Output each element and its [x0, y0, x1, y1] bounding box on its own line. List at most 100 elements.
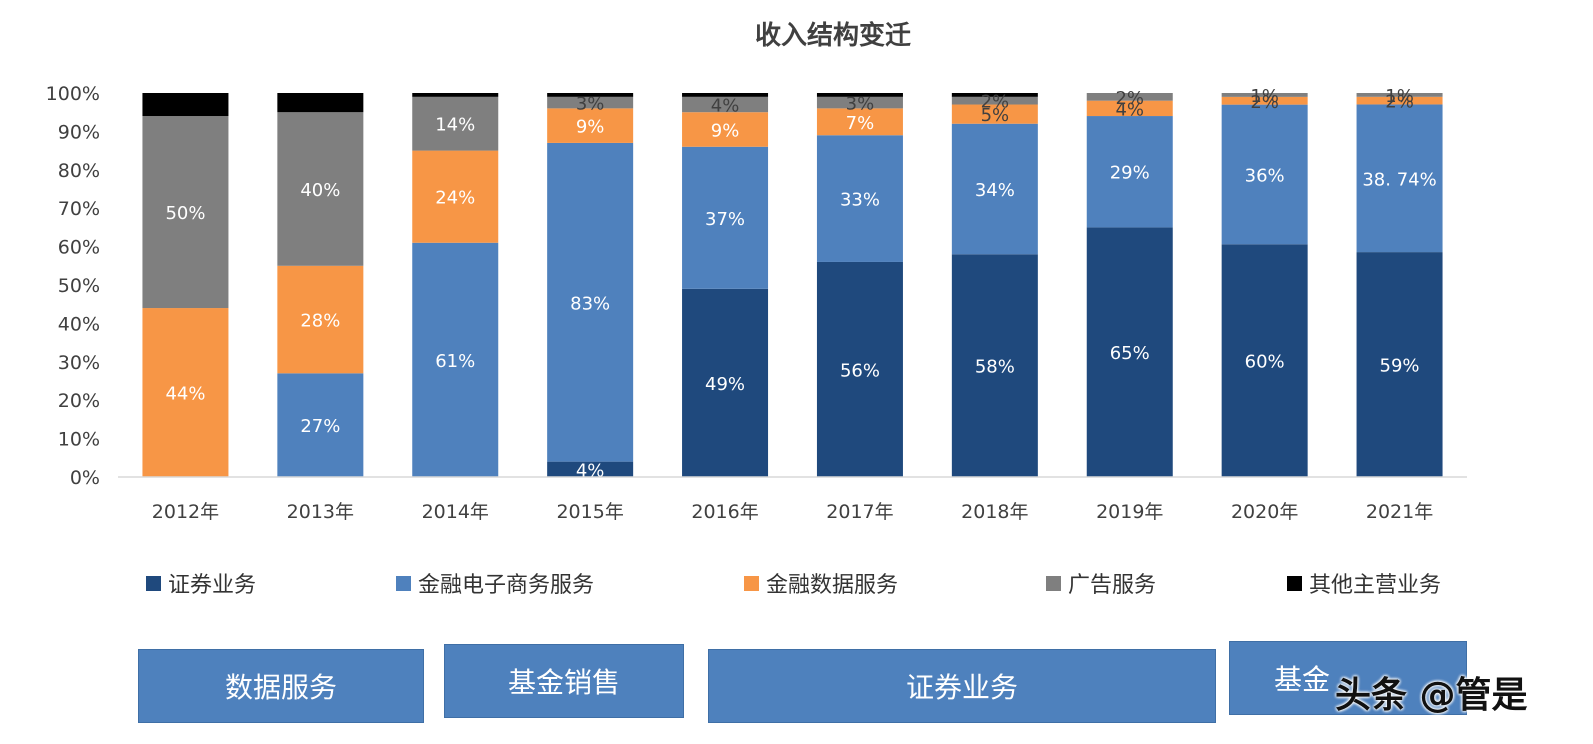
data-label: 59% — [1380, 356, 1420, 377]
data-label: 36% — [1245, 165, 1285, 186]
bar-segment — [682, 112, 769, 147]
bar-segment — [816, 96, 903, 109]
legend-swatch — [1046, 576, 1061, 591]
bar-segment — [412, 93, 499, 97]
data-label: 1% — [1250, 86, 1279, 107]
data-label: 1% — [1385, 86, 1414, 107]
bar-segment — [1356, 104, 1443, 253]
data-label: 2% — [1115, 88, 1144, 109]
data-label: 27% — [300, 416, 340, 437]
bar-segment — [1356, 93, 1443, 97]
box-securities: 证券业务 — [708, 649, 1216, 723]
x-tick-label: 2020年 — [1231, 501, 1298, 523]
y-tick-label: 50% — [58, 275, 100, 297]
y-tick-label: 90% — [58, 121, 100, 143]
data-label: 37% — [705, 209, 745, 230]
bar-segment — [547, 461, 634, 477]
data-label: 49% — [705, 374, 745, 395]
y-tick-label: 70% — [58, 198, 100, 220]
legend-swatch — [1287, 576, 1302, 591]
watermark-text: 头条 @管是 — [1335, 675, 1528, 716]
data-label: 61% — [435, 351, 475, 372]
data-label: 56% — [840, 360, 880, 381]
stacked-bar-chart: 收入结构变迁 0% 10% 20% 30% 40% 50% 60% 70% 80% 90% 100%… — [46, 20, 1467, 598]
y-tick-label: 20% — [58, 390, 100, 412]
data-label: 34% — [975, 180, 1015, 201]
data-label: 65% — [1110, 343, 1150, 364]
y-tick-label: 10% — [58, 429, 100, 451]
bar-segment — [547, 142, 634, 462]
bar-segment — [682, 288, 769, 477]
data-label: 83% — [570, 293, 610, 314]
x-tick-label: 2021年 — [1366, 501, 1433, 523]
x-tick-label: 2018年 — [961, 501, 1028, 523]
bar-segment — [1086, 116, 1173, 228]
data-label: 33% — [840, 190, 880, 211]
bar-segment — [1356, 252, 1443, 477]
data-label: 2% — [981, 92, 1010, 113]
bar-segment — [951, 96, 1038, 105]
bar-segment — [547, 96, 634, 109]
bar-segment — [142, 93, 229, 117]
bars — [142, 93, 1443, 477]
y-tick-label: 60% — [58, 237, 100, 259]
bar-segment — [816, 135, 903, 262]
bar-segment — [142, 116, 229, 309]
data-label: 3% — [846, 94, 875, 115]
box-fund-sales: 基金销售 — [444, 644, 684, 718]
data-label: 2% — [1250, 92, 1279, 113]
data-label: 7% — [846, 113, 875, 134]
bar-segment — [1221, 93, 1308, 97]
y-tick-label: 40% — [58, 313, 100, 335]
x-tick-label: 2012年 — [152, 501, 219, 523]
bar-segment — [277, 112, 364, 266]
x-axis: 2012年 2013年 2014年 2015年 2016年 2017年 2018年 2019年… — [152, 501, 1433, 523]
y-tick-label: 0% — [70, 467, 100, 489]
data-label: 44% — [165, 384, 205, 405]
bar-segment — [277, 93, 364, 113]
bar-segment — [682, 96, 769, 113]
bar-segment — [816, 261, 903, 477]
x-tick-label: 2014年 — [422, 501, 489, 523]
bar-segment — [1221, 244, 1308, 477]
bar-segment — [951, 93, 1038, 97]
bar-segment — [1221, 104, 1308, 245]
bar-segment — [951, 104, 1038, 124]
legend-swatch — [744, 576, 759, 591]
x-tick-label: 2016年 — [691, 501, 758, 523]
bar-segment — [277, 265, 364, 374]
data-label: 4% — [1115, 99, 1144, 120]
data-label: 50% — [165, 203, 205, 224]
y-axis: 0% 10% 20% 30% 40% 50% 60% 70% 80% 90% 100% — [46, 83, 100, 489]
bar-segment — [1086, 93, 1173, 101]
bar-segment — [547, 93, 634, 97]
bar-segment — [816, 108, 903, 136]
data-label: 3% — [576, 94, 605, 115]
legend-label: 金融电子商务服务 — [418, 573, 594, 598]
box-fund: 基金 — [1229, 641, 1467, 715]
data-label: 28% — [300, 311, 340, 332]
data-labels: 44%50%27%28%40%61%24%14%4%83%9%3%49%37%9… — [165, 86, 1436, 481]
legend-label: 证券业务 — [168, 573, 256, 598]
data-label: 38. 74% — [1362, 169, 1436, 190]
bar-segment — [547, 108, 634, 143]
legend-label: 其他主营业务 — [1309, 573, 1441, 598]
legend-swatch — [396, 576, 411, 591]
bar-segment — [1086, 100, 1173, 117]
legend-label: 金融数据服务 — [766, 573, 898, 598]
y-tick-label: 100% — [46, 83, 100, 105]
data-label: 24% — [435, 188, 475, 209]
data-label: 4% — [576, 460, 605, 481]
x-tick-label: 2017年 — [826, 501, 893, 523]
y-tick-label: 30% — [58, 352, 100, 374]
data-label: 5% — [981, 105, 1010, 126]
data-label: 60% — [1245, 352, 1285, 373]
x-tick-label: 2019年 — [1096, 501, 1163, 523]
bar-segment — [412, 150, 499, 243]
x-tick-label: 2013年 — [287, 501, 354, 523]
data-label: 4% — [711, 96, 740, 117]
bar-segment — [277, 373, 364, 477]
chart-title: 收入结构变迁 — [755, 20, 911, 51]
bar-segment — [816, 93, 903, 97]
legend-swatch — [146, 576, 161, 591]
